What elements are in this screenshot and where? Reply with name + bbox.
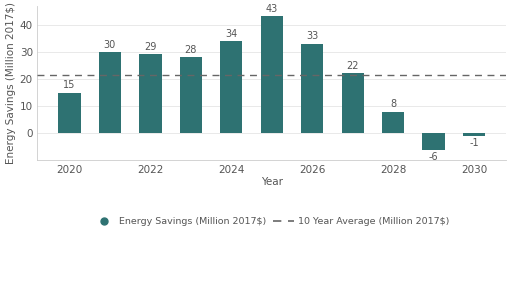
Text: 29: 29 [144,42,157,52]
Text: -6: -6 [429,152,438,162]
Bar [342,74,364,133]
Bar [220,41,242,133]
Text: 22: 22 [347,61,359,71]
Legend: Energy Savings (Million 2017$), 10 Year Average (Million 2017$): Energy Savings (Million 2017$), 10 Year … [90,214,453,230]
Bar [180,57,202,133]
Bar [422,133,444,149]
Bar [463,133,485,136]
Bar [301,44,323,133]
Bar [139,54,161,133]
Text: 15: 15 [63,80,76,90]
Bar [99,52,121,133]
X-axis label: Year: Year [261,177,283,188]
Y-axis label: Energy Savings (Million 2017$): Energy Savings (Million 2017$) [6,2,15,164]
Text: 30: 30 [104,40,116,50]
Text: 33: 33 [306,31,318,41]
Bar [261,16,283,133]
Text: -1: -1 [469,138,479,148]
Text: 34: 34 [225,29,238,39]
Text: 43: 43 [266,4,278,14]
Bar [58,93,80,133]
Text: 8: 8 [390,99,396,109]
Bar [382,112,404,133]
Text: 28: 28 [185,45,197,55]
